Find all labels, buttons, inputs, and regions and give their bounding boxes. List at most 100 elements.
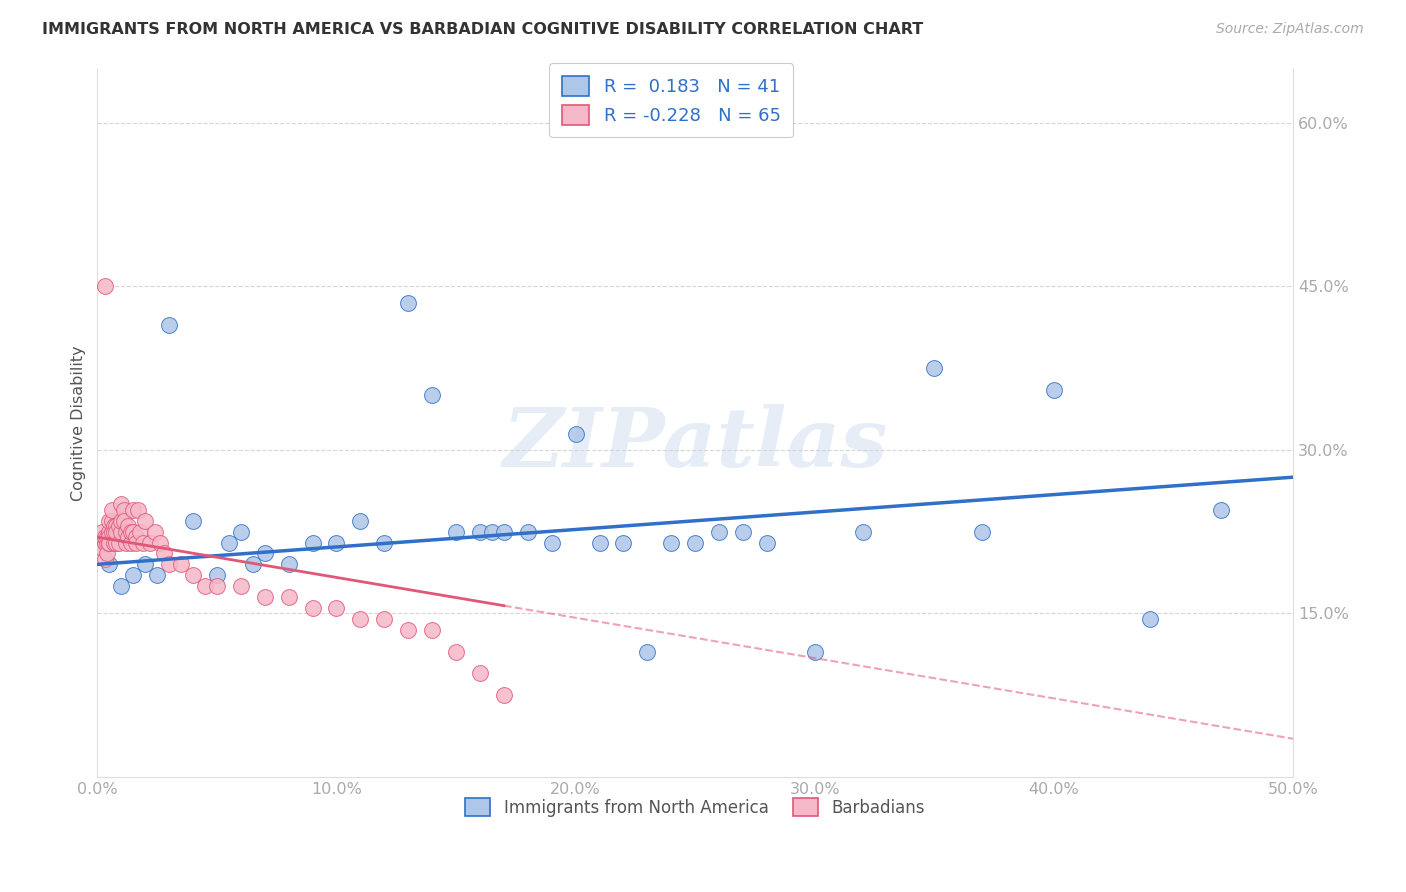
Point [96,530,118,544]
Point [373,535,395,549]
Point [804,644,827,658]
Point [105,519,128,533]
Point [98,558,121,572]
Point [540,535,562,549]
Point [636,644,658,658]
Point [120,535,142,549]
Text: IMMIGRANTS FROM NORTH AMERICA VS BARBADIAN COGNITIVE DISABILITY CORRELATION CHAR: IMMIGRANTS FROM NORTH AMERICA VS BARBADI… [42,22,924,37]
Point [205,568,228,582]
Point [122,524,145,539]
Point [117,519,139,533]
Point [444,644,467,658]
Point [325,601,347,615]
Legend: Immigrants from North America, Barbadians: Immigrants from North America, Barbadian… [457,790,934,825]
Point [98,535,121,549]
Point [124,535,146,549]
Point [253,590,276,604]
Point [93,530,115,544]
Point [481,524,503,539]
Point [110,579,132,593]
Point [139,535,162,549]
Point [127,503,149,517]
Point [852,524,875,539]
Point [396,295,419,310]
Point [157,318,180,332]
Point [1043,383,1066,397]
Point [492,524,515,539]
Point [325,535,347,549]
Point [103,535,125,549]
Point [564,426,586,441]
Point [373,612,395,626]
Point [108,535,131,549]
Point [100,503,122,517]
Point [420,388,443,402]
Point [91,541,114,555]
Point [110,524,132,539]
Point [1211,503,1233,517]
Point [1139,612,1161,626]
Point [122,568,145,582]
Point [218,535,240,549]
Point [103,519,125,533]
Point [91,524,114,539]
Point [181,514,204,528]
Point [117,530,139,544]
Point [134,514,156,528]
Point [755,535,778,549]
Point [105,524,128,539]
Point [612,535,634,549]
Point [112,514,135,528]
Point [205,579,228,593]
Point [468,666,491,681]
Point [93,279,115,293]
Point [96,535,118,549]
Point [349,612,371,626]
Point [516,524,538,539]
Point [924,361,946,376]
Point [98,535,121,549]
Point [110,497,132,511]
Point [108,519,131,533]
Point [143,524,166,539]
Point [100,514,122,528]
Point [98,530,121,544]
Point [110,514,132,528]
Point [396,623,419,637]
Point [229,579,252,593]
Text: Source: ZipAtlas.com: Source: ZipAtlas.com [1216,22,1364,37]
Point [153,546,176,560]
Point [229,524,252,539]
Point [170,558,193,572]
Point [972,524,994,539]
Point [707,524,730,539]
Point [112,503,135,517]
Point [242,558,264,572]
Point [492,688,515,702]
Point [100,524,122,539]
Point [96,546,118,560]
Point [194,579,217,593]
Point [98,524,121,539]
Point [105,535,128,549]
Point [129,524,152,539]
Point [120,524,142,539]
Point [253,546,276,560]
Point [420,623,443,637]
Point [277,558,299,572]
Point [98,514,121,528]
Point [93,552,115,566]
Point [181,568,204,582]
Point [277,590,299,604]
Point [146,568,169,582]
Point [103,524,125,539]
Point [301,601,323,615]
Point [157,558,180,572]
Point [122,503,145,517]
Point [93,535,115,549]
Point [124,530,146,544]
Point [132,535,155,549]
Point [115,535,138,549]
Point [148,535,170,549]
Point [659,535,682,549]
